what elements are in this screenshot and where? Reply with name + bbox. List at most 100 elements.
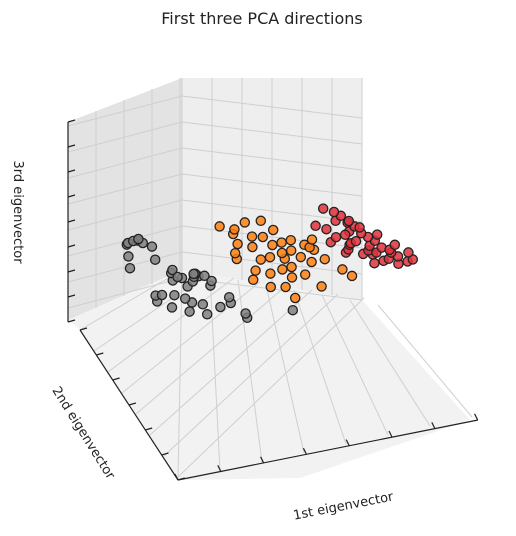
data-point (299, 269, 311, 280)
chart-title: First three PCA directions (161, 9, 362, 28)
y-axis-tick (96, 352, 104, 356)
grid-line (349, 299, 431, 427)
data-point (199, 270, 210, 282)
data-point (246, 231, 258, 242)
data-point (172, 271, 183, 283)
z-axis-tick (67, 244, 76, 248)
grid-line (67, 147, 183, 179)
data-point (285, 234, 297, 246)
grid-line (177, 269, 183, 481)
data-point (124, 262, 136, 274)
data-point (371, 229, 383, 240)
grid-line (209, 274, 221, 472)
grid-line (67, 277, 183, 309)
data-point (346, 270, 358, 282)
data-point (247, 241, 258, 253)
data-point (321, 223, 332, 235)
grid-line (67, 121, 183, 153)
data-point (167, 264, 178, 276)
data-point (339, 229, 351, 241)
data-point (295, 251, 307, 263)
grid-line (177, 297, 365, 478)
x-axis-tick (388, 430, 393, 438)
data-point (201, 309, 213, 320)
data-point (229, 224, 240, 235)
y-axis-label: 2nd eigenvector (48, 384, 117, 483)
grid-line (121, 281, 261, 394)
data-point (276, 237, 287, 248)
data-point (232, 238, 243, 250)
data-point (197, 299, 209, 310)
data-point (250, 265, 261, 276)
grid-line (321, 294, 389, 436)
floor-pane (68, 270, 470, 480)
data-point (123, 251, 134, 262)
data-point (214, 221, 225, 232)
data-point (133, 233, 144, 245)
data-point (306, 234, 318, 245)
data-point (255, 215, 267, 227)
grid-line (181, 121, 363, 145)
data-point (389, 239, 401, 251)
data-point (328, 206, 340, 218)
data-point (280, 281, 291, 293)
data-point (267, 224, 279, 236)
axis-ticks (67, 119, 479, 481)
z-axis-tick (67, 269, 76, 273)
z-axis-tick (67, 319, 76, 323)
data-point (257, 231, 269, 243)
data-point (265, 281, 277, 293)
z-axis-tick (67, 219, 76, 223)
data-point (287, 304, 299, 316)
data-point (276, 247, 288, 259)
z-axis-tick (67, 194, 76, 198)
z-axis-label: 3rd eigenvector (10, 160, 25, 264)
data-point (184, 306, 195, 317)
grid-line (79, 269, 183, 331)
data-point (343, 215, 355, 227)
data-point (354, 222, 365, 233)
x-axis-tick (302, 447, 307, 455)
data-point (337, 264, 348, 275)
y-axis-tick (161, 452, 169, 456)
data-point (146, 241, 158, 252)
data-point (319, 253, 331, 265)
z-axis-tick (67, 294, 76, 298)
data-point (206, 275, 217, 287)
data-point (289, 292, 301, 304)
data-point (255, 254, 267, 265)
data-point (166, 302, 178, 313)
data-point (240, 308, 251, 319)
x-axis-tick (217, 465, 222, 472)
data-point (277, 264, 288, 275)
data-point (239, 217, 251, 228)
data-point (267, 239, 278, 251)
x-axis-tick (474, 413, 479, 421)
y-axis-tick (79, 327, 88, 331)
grid-line (107, 277, 235, 373)
data-point (264, 251, 276, 263)
grid-line (135, 285, 287, 415)
x-axis-tick (345, 439, 350, 446)
data-point (156, 289, 168, 301)
y-axis-tick (112, 377, 120, 381)
z-axis-tick (67, 119, 76, 123)
data-point (286, 272, 298, 283)
grid-line (67, 95, 183, 127)
grid-line (181, 95, 363, 119)
data-point (215, 301, 226, 313)
data-point (149, 254, 161, 265)
grid-line (293, 289, 347, 445)
grid-line (265, 284, 305, 454)
x-axis-tick (174, 473, 179, 481)
x-axis-label: 1st eigenvector (292, 489, 395, 523)
data-point (403, 247, 414, 258)
data-point (188, 268, 199, 280)
data-point (310, 220, 321, 232)
data-point (330, 231, 342, 243)
z-axis-tick (67, 169, 76, 173)
data-point (247, 274, 259, 286)
x-axis-tick (431, 422, 436, 429)
data-point (306, 256, 317, 268)
